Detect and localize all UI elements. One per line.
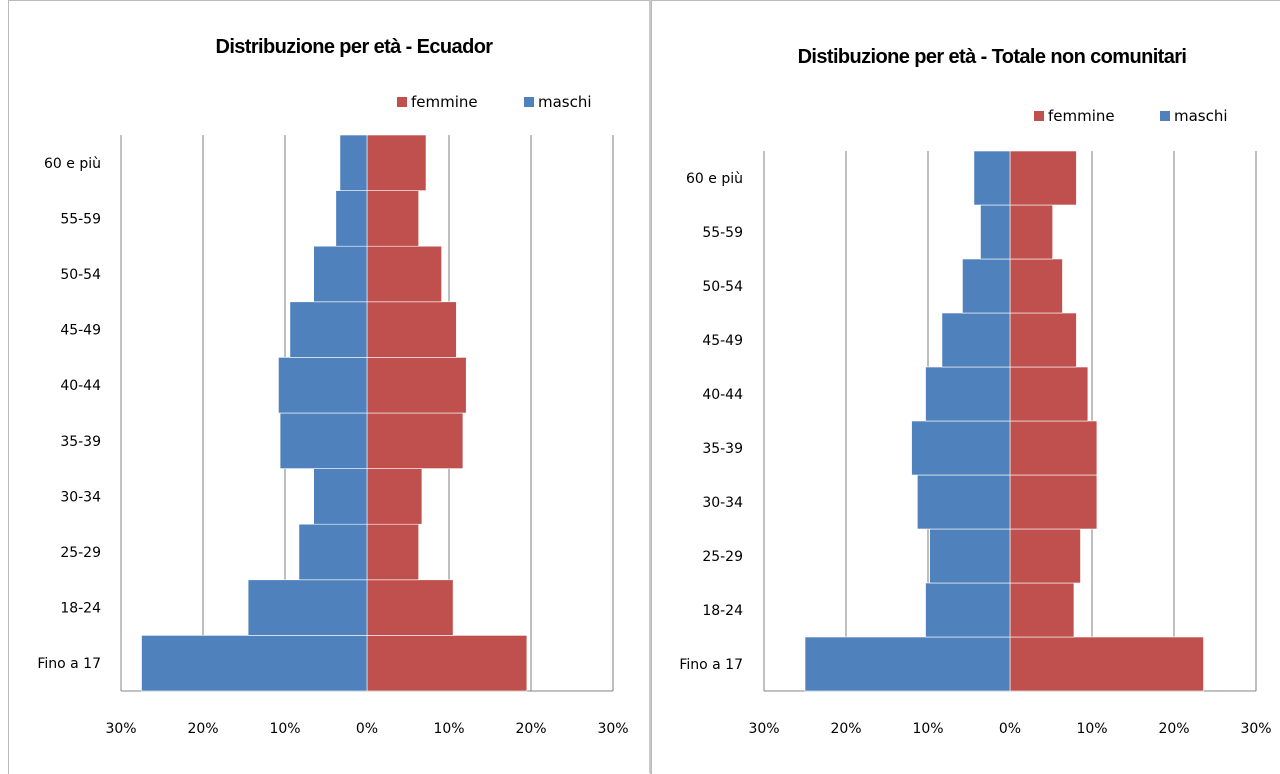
bar-femmine — [366, 301, 457, 358]
x-tick-label: 10% — [269, 721, 300, 737]
bar-maschi — [247, 579, 368, 636]
bar-femmine — [1009, 528, 1081, 584]
bar-femmine — [1009, 312, 1077, 368]
category-label: 50-54 — [702, 279, 743, 295]
bar-femmine — [1009, 582, 1075, 638]
chart-panel-totale: Distibuzione per età - Totale non comuni… — [651, 0, 1280, 774]
bar-maschi — [278, 357, 368, 414]
category-label: 45-49 — [60, 323, 101, 339]
bar-maschi — [141, 635, 368, 692]
category-label: 45-49 — [702, 333, 743, 349]
x-tick-label: 30% — [748, 721, 779, 737]
category-label: 55-59 — [60, 211, 101, 227]
legend-swatch-maschi — [1160, 111, 1170, 121]
bar-femmine — [1009, 258, 1063, 314]
bar-femmine — [1009, 204, 1053, 260]
bar-femmine — [366, 579, 454, 636]
bar-maschi — [313, 245, 368, 303]
x-tick-label: 10% — [1076, 721, 1107, 737]
legend-label-femmine: femmine — [411, 93, 478, 111]
chart-title: Distribuzione per età - Ecuador — [215, 36, 493, 58]
bar-femmine — [1009, 474, 1098, 530]
bar-maschi — [279, 412, 368, 469]
chart-title: Distibuzione per età - Totale non comuni… — [798, 46, 1187, 68]
bar-femmine — [366, 245, 442, 303]
category-label: 50-54 — [60, 267, 101, 283]
x-tick-label: 30% — [1240, 721, 1271, 737]
category-label: 40-44 — [60, 378, 101, 394]
category-label: 35-39 — [60, 434, 101, 450]
x-tick-label: 0% — [356, 721, 378, 737]
bar-femmine — [366, 523, 419, 581]
bar-maschi — [289, 301, 368, 358]
panel-divider — [649, 0, 651, 773]
legend-swatch-femmine — [1034, 111, 1044, 121]
x-tick-label: 20% — [187, 721, 218, 737]
x-tick-label: 30% — [597, 721, 628, 737]
bar-femmine — [366, 468, 423, 525]
category-label: 55-59 — [702, 225, 743, 241]
bar-femmine — [366, 190, 419, 247]
bar-femmine — [1009, 150, 1077, 206]
category-label: 35-39 — [702, 441, 743, 457]
x-tick-label: 30% — [105, 721, 136, 737]
category-label: 25-29 — [60, 545, 101, 561]
x-tick-label: 20% — [515, 721, 546, 737]
category-label: 18-24 — [702, 603, 743, 619]
bar-maschi — [962, 258, 1011, 314]
category-label: 40-44 — [702, 387, 743, 403]
legend-label-maschi: maschi — [538, 93, 592, 111]
x-tick-label: 20% — [1158, 721, 1189, 737]
category-label: 60 e più — [44, 156, 101, 172]
bar-maschi — [917, 474, 1011, 530]
chart-ecuador: Distribuzione per età - Ecuador femmine ma… — [37, 36, 628, 737]
bar-maschi — [804, 636, 1011, 692]
bar-maschi — [941, 312, 1011, 368]
legend-label-maschi: maschi — [1174, 107, 1228, 125]
bar-maschi — [925, 366, 1011, 422]
bar-maschi — [335, 190, 368, 247]
category-label: 60 e più — [686, 171, 743, 187]
chart-totale-non-comunitari: Distibuzione per età - Totale non comuni… — [679, 46, 1271, 737]
category-label: Fino a 17 — [679, 657, 743, 673]
legend-swatch-maschi — [524, 97, 534, 107]
bar-maschi — [980, 204, 1011, 260]
x-tick-label: 0% — [999, 721, 1021, 737]
x-tick-label: 10% — [912, 721, 943, 737]
bar-femmine — [366, 134, 427, 191]
bar-femmine — [366, 635, 528, 692]
chart-panel-ecuador: Distribuzione per età - Ecuador femmine ma… — [8, 0, 651, 774]
bar-femmine — [1009, 420, 1098, 476]
bar-maschi — [911, 420, 1011, 476]
bar-maschi — [929, 528, 1011, 584]
category-label: 18-24 — [60, 601, 101, 617]
category-label: Fino a 17 — [37, 656, 101, 672]
bar-femmine — [366, 357, 467, 414]
bar-femmine — [1009, 366, 1089, 422]
bar-maschi — [313, 468, 368, 525]
bar-maschi — [339, 134, 368, 191]
category-label: 25-29 — [702, 549, 743, 565]
category-label: 30-34 — [60, 489, 101, 505]
category-label: 30-34 — [702, 495, 743, 511]
legend-swatch-femmine — [397, 97, 407, 107]
bar-femmine — [1009, 636, 1204, 692]
bar-maschi — [298, 523, 368, 581]
x-tick-label: 10% — [433, 721, 464, 737]
bar-maschi — [925, 582, 1011, 638]
x-tick-label: 20% — [830, 721, 861, 737]
legend-label-femmine: femmine — [1048, 107, 1115, 125]
bar-femmine — [366, 412, 464, 469]
bar-maschi — [973, 150, 1011, 206]
